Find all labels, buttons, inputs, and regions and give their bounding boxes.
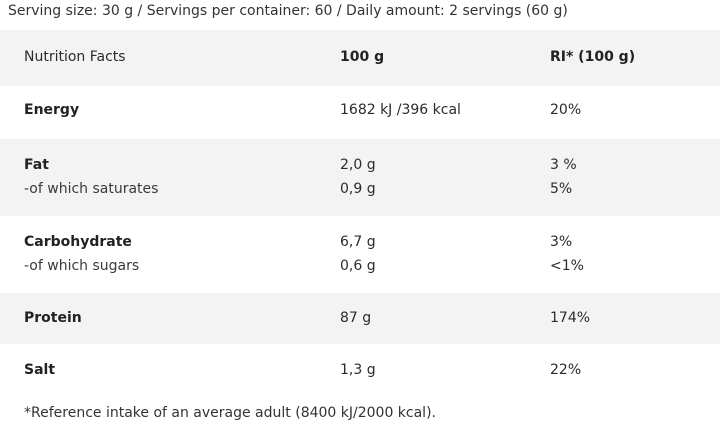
salt-label: Salt bbox=[24, 362, 56, 378]
carbohydrate-ri: 3% bbox=[550, 234, 573, 250]
saturates-label: -of which saturates bbox=[24, 181, 159, 197]
fat-ri: 3 % bbox=[550, 157, 577, 173]
header-ri: RI* (100 g) bbox=[550, 49, 636, 65]
nutrition-table: Nutrition Facts 100 g RI* (100 g) Energy… bbox=[0, 30, 720, 398]
serving-info: Serving size: 30 g / Servings per contai… bbox=[8, 3, 568, 19]
table-header-row: Nutrition Facts 100 g RI* (100 g) bbox=[0, 30, 720, 86]
sugars-value: 0,6 g bbox=[340, 258, 376, 274]
saturates-value: 0,9 g bbox=[340, 181, 376, 197]
fat-value: 2,0 g bbox=[340, 157, 376, 173]
energy-label: Energy bbox=[24, 102, 80, 118]
carbohydrate-label: Carbohydrate bbox=[24, 234, 132, 250]
salt-value: 1,3 g bbox=[340, 362, 376, 378]
sugars-label: -of which sugars bbox=[24, 258, 140, 274]
salt-ri: 22% bbox=[550, 362, 582, 378]
protein-label: Protein bbox=[24, 310, 82, 326]
energy-value: 1682 kJ /396 kcal bbox=[340, 102, 461, 118]
protein-value: 87 g bbox=[340, 310, 372, 326]
table-row-protein: Protein 87 g 174% bbox=[0, 293, 720, 344]
saturates-ri: 5% bbox=[550, 181, 573, 197]
fat-label: Fat bbox=[24, 157, 49, 173]
carbohydrate-value: 6,7 g bbox=[340, 234, 376, 250]
sugars-ri: <1% bbox=[550, 258, 584, 274]
protein-ri: 174% bbox=[550, 310, 591, 326]
reference-intake-footnote: *Reference intake of an average adult (8… bbox=[24, 405, 436, 421]
header-nutrition-facts: Nutrition Facts bbox=[24, 49, 126, 65]
table-row-carbohydrate: Carbohydrate 6,7 g 3% -of which sugars 0… bbox=[0, 216, 720, 293]
table-row-energy: Energy 1682 kJ /396 kcal 20% bbox=[0, 86, 720, 139]
energy-ri: 20% bbox=[550, 102, 582, 118]
table-row-fat: Fat 2,0 g 3 % -of which saturates 0,9 g … bbox=[0, 139, 720, 216]
header-per-100g: 100 g bbox=[340, 49, 385, 65]
table-row-salt: Salt 1,3 g 22% bbox=[0, 344, 720, 398]
